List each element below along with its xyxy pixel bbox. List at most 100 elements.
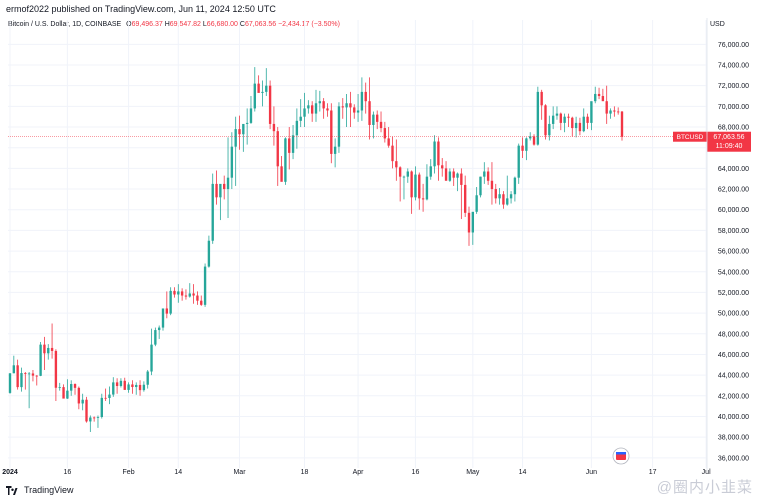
candle[interactable] xyxy=(418,172,421,210)
candle[interactable] xyxy=(333,138,337,168)
candle[interactable] xyxy=(295,108,299,149)
candle[interactable] xyxy=(345,93,348,128)
candle[interactable] xyxy=(513,176,517,202)
candle[interactable] xyxy=(154,327,157,347)
candle[interactable] xyxy=(138,380,142,396)
candle[interactable] xyxy=(253,67,256,112)
candle[interactable] xyxy=(379,111,383,133)
candle[interactable] xyxy=(223,175,226,200)
candle[interactable] xyxy=(571,116,574,137)
candle[interactable] xyxy=(395,139,398,181)
candle[interactable] xyxy=(502,191,505,209)
candle[interactable] xyxy=(135,382,138,395)
candle[interactable] xyxy=(467,206,471,246)
candle[interactable] xyxy=(402,175,406,200)
candle[interactable] xyxy=(398,166,402,202)
candle[interactable] xyxy=(177,284,180,303)
candle[interactable] xyxy=(597,87,601,100)
candle[interactable] xyxy=(471,211,475,245)
candle[interactable] xyxy=(161,308,165,331)
candle[interactable] xyxy=(372,111,375,139)
candle[interactable] xyxy=(73,383,77,395)
candle[interactable] xyxy=(207,235,211,268)
candle[interactable] xyxy=(475,186,478,214)
candle[interactable] xyxy=(441,158,444,177)
candle[interactable] xyxy=(62,384,65,399)
candle[interactable] xyxy=(582,108,585,133)
candle[interactable] xyxy=(31,369,35,382)
candle[interactable] xyxy=(521,137,524,159)
candle[interactable] xyxy=(92,416,96,422)
candle[interactable] xyxy=(47,344,50,360)
candle[interactable] xyxy=(548,115,551,141)
calendar-icon[interactable] xyxy=(612,447,630,465)
candle[interactable] xyxy=(433,135,436,174)
candle[interactable] xyxy=(330,103,333,164)
candle[interactable] xyxy=(590,101,593,131)
candle[interactable] xyxy=(307,100,310,114)
candle[interactable] xyxy=(356,93,360,122)
candle[interactable] xyxy=(215,170,218,205)
candle[interactable] xyxy=(245,108,249,145)
candle[interactable] xyxy=(555,106,559,120)
candle[interactable] xyxy=(460,168,463,220)
candle[interactable] xyxy=(249,96,253,124)
candle[interactable] xyxy=(85,396,88,423)
candle[interactable] xyxy=(406,168,409,183)
candle[interactable] xyxy=(70,380,73,396)
candle[interactable] xyxy=(544,104,547,140)
candle[interactable] xyxy=(563,113,566,133)
candle[interactable] xyxy=(414,166,417,201)
candle[interactable] xyxy=(112,377,115,397)
candle[interactable] xyxy=(288,127,291,170)
tradingview-brand[interactable]: TradingView xyxy=(24,485,74,495)
candle[interactable] xyxy=(616,107,620,115)
candle[interactable] xyxy=(310,101,314,122)
candle[interactable] xyxy=(24,372,27,390)
candle[interactable] xyxy=(150,328,153,376)
candle[interactable] xyxy=(27,372,31,409)
candle[interactable] xyxy=(364,82,367,114)
candle[interactable] xyxy=(58,382,61,391)
candle[interactable] xyxy=(567,113,570,128)
candle[interactable] xyxy=(180,288,184,301)
candle[interactable] xyxy=(368,77,371,140)
candle[interactable] xyxy=(586,113,589,130)
candle[interactable] xyxy=(387,127,390,148)
candle[interactable] xyxy=(146,369,149,389)
candle[interactable] xyxy=(272,106,276,146)
candle[interactable] xyxy=(303,92,306,128)
candle[interactable] xyxy=(494,183,497,204)
candle[interactable] xyxy=(211,173,214,244)
candle[interactable] xyxy=(203,263,207,307)
candle[interactable] xyxy=(81,393,84,411)
candle[interactable] xyxy=(127,382,130,393)
candle[interactable] xyxy=(226,137,230,219)
candle[interactable] xyxy=(123,377,126,390)
candle[interactable] xyxy=(188,283,191,298)
candle[interactable] xyxy=(169,287,172,316)
candle[interactable] xyxy=(35,375,38,386)
candle[interactable] xyxy=(157,325,161,339)
candle[interactable] xyxy=(486,167,490,185)
candle[interactable] xyxy=(429,159,432,180)
candle[interactable] xyxy=(353,104,356,119)
candle[interactable] xyxy=(578,117,582,136)
candle[interactable] xyxy=(291,124,295,160)
candle[interactable] xyxy=(425,164,429,201)
candle[interactable] xyxy=(108,386,111,405)
candle[interactable] xyxy=(421,183,425,212)
candle[interactable] xyxy=(529,132,532,141)
candle[interactable] xyxy=(50,323,54,359)
candle[interactable] xyxy=(448,168,452,182)
candle[interactable] xyxy=(341,98,344,119)
candle[interactable] xyxy=(337,102,341,153)
candle[interactable] xyxy=(314,89,318,122)
candle[interactable] xyxy=(20,367,23,392)
candle[interactable] xyxy=(498,188,501,205)
candle[interactable] xyxy=(574,116,578,138)
candle[interactable] xyxy=(165,291,169,319)
candle[interactable] xyxy=(479,176,482,198)
candle[interactable] xyxy=(131,380,134,394)
